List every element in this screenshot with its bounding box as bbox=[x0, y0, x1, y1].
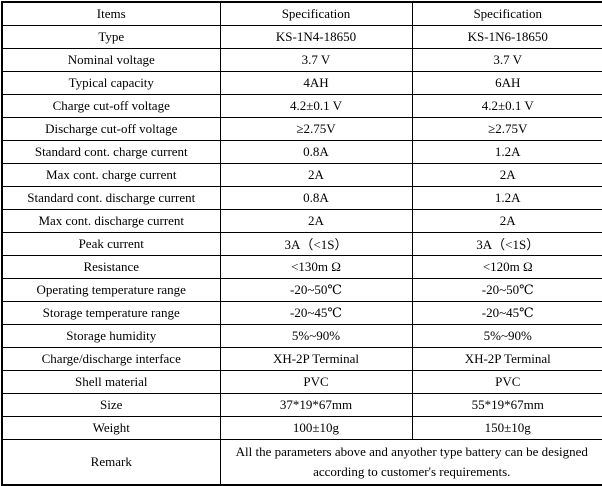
spec-value-cell: XH-2P Terminal bbox=[411, 346, 602, 371]
spec-value-cell: 150±10g bbox=[411, 415, 602, 440]
spec-value-cell: 3.7 V bbox=[411, 47, 602, 72]
table-row: Charge cut-off voltage 4.2±0.1 V 4.2±0.1 V bbox=[1, 93, 602, 118]
item-cell: Type bbox=[1, 24, 221, 49]
spec-value-cell: 1.2A bbox=[411, 139, 602, 164]
remark-row: Remark All the parameters above and anyo… bbox=[1, 438, 602, 486]
item-cell: Standard cont. charge current bbox=[1, 139, 221, 164]
remark-label: Remark bbox=[1, 438, 221, 486]
spec-value-cell: PVC bbox=[219, 369, 413, 394]
spec-value-cell: 55*19*67mm bbox=[411, 392, 602, 417]
spec-value-cell: 3A（<1S） bbox=[219, 231, 413, 256]
spec-value-cell: 2A bbox=[411, 208, 602, 233]
table-row: Typical capacity 4AH 6AH bbox=[1, 70, 602, 95]
spec-value-cell: KS-1N6-18650 bbox=[411, 24, 602, 49]
item-cell: Discharge cut-off voltage bbox=[1, 116, 221, 141]
spec-value-cell: PVC bbox=[411, 369, 602, 394]
spec-value-cell: 2A bbox=[219, 208, 413, 233]
header-specification-2: Specification bbox=[411, 1, 602, 26]
table-row: Nominal voltage 3.7 V 3.7 V bbox=[1, 47, 602, 72]
table-row: Type KS-1N4-18650 KS-1N6-18650 bbox=[1, 24, 602, 49]
item-cell: Typical capacity bbox=[1, 70, 221, 95]
spec-value-cell: 2A bbox=[411, 162, 602, 187]
table-row: Shell material PVC PVC bbox=[1, 369, 602, 394]
spec-value-cell: 3A（<1S） bbox=[411, 231, 602, 256]
item-cell: Max cont. discharge current bbox=[1, 208, 221, 233]
header-row: Items Specification Specification bbox=[1, 1, 602, 26]
spec-value-cell: 0.8A bbox=[219, 139, 413, 164]
spec-value-cell: <130m Ω bbox=[219, 254, 413, 279]
table-row: Charge/discharge interface XH-2P Terminal… bbox=[1, 346, 602, 371]
table-row: Storage humidity 5%~90% 5%~90% bbox=[1, 323, 602, 348]
item-cell: Weight bbox=[1, 415, 221, 440]
spec-value-cell: -20~50℃ bbox=[219, 277, 413, 302]
spec-value-cell: <120m Ω bbox=[411, 254, 602, 279]
spec-value-cell: -20~50℃ bbox=[411, 277, 602, 302]
table-row: Size 37*19*67mm 55*19*67mm bbox=[1, 392, 602, 417]
item-cell: Standard cont. discharge current bbox=[1, 185, 221, 210]
item-cell: Resistance bbox=[1, 254, 221, 279]
header-items: Items bbox=[1, 1, 221, 26]
spec-value-cell: ≥2.75V bbox=[219, 116, 413, 141]
spec-value-cell: 3.7 V bbox=[219, 47, 413, 72]
spec-rows: Type KS-1N4-18650 KS-1N6-18650 Nominal volt… bbox=[1, 24, 602, 440]
remark-text: All the parameters above and anyother ty… bbox=[219, 438, 602, 486]
spec-value-cell: 1.2A bbox=[411, 185, 602, 210]
table-row: Peak current 3A（<1S） 3A（<1S） bbox=[1, 231, 602, 256]
item-cell: Size bbox=[1, 392, 221, 417]
spec-value-cell: ≥2.75V bbox=[411, 116, 602, 141]
table-row: Max cont. discharge current 2A 2A bbox=[1, 208, 602, 233]
table-row: Standard cont. discharge current 0.8A 1.2A bbox=[1, 185, 602, 210]
spec-value-cell: 6AH bbox=[411, 70, 602, 95]
spec-value-cell: 37*19*67mm bbox=[219, 392, 413, 417]
item-cell: Shell material bbox=[1, 369, 221, 394]
item-cell: Nominal voltage bbox=[1, 47, 221, 72]
item-cell: Max cont. charge current bbox=[1, 162, 221, 187]
table-row: Weight 100±10g 150±10g bbox=[1, 415, 602, 440]
table-row: Discharge cut-off voltage ≥2.75V ≥2.75V bbox=[1, 116, 602, 141]
spec-value-cell: -20~45℃ bbox=[411, 300, 602, 325]
spec-value-cell: -20~45℃ bbox=[219, 300, 413, 325]
table-row: Max cont. charge current 2A 2A bbox=[1, 162, 602, 187]
item-cell: Charge/discharge interface bbox=[1, 346, 221, 371]
spec-value-cell: 0.8A bbox=[219, 185, 413, 210]
table-row: Standard cont. charge current 0.8A 1.2A bbox=[1, 139, 602, 164]
spec-value-cell: 5%~90% bbox=[219, 323, 413, 348]
table-row: Resistance <130m Ω <120m Ω bbox=[1, 254, 602, 279]
header-specification-1: Specification bbox=[219, 1, 413, 26]
spec-value-cell: 4.2±0.1 V bbox=[219, 93, 413, 118]
item-cell: Storage temperature range bbox=[1, 300, 221, 325]
table-row: Operating temperature range -20~50℃ -20~50… bbox=[1, 277, 602, 302]
item-cell: Operating temperature range bbox=[1, 277, 221, 302]
spec-value-cell: 5%~90% bbox=[411, 323, 602, 348]
spec-value-cell: 4AH bbox=[219, 70, 413, 95]
item-cell: Charge cut-off voltage bbox=[1, 93, 221, 118]
spec-value-cell: XH-2P Terminal bbox=[219, 346, 413, 371]
spec-value-cell: 100±10g bbox=[219, 415, 413, 440]
spec-value-cell: 2A bbox=[219, 162, 413, 187]
table-row: Storage temperature range -20~45℃ -20~45℃ bbox=[1, 300, 602, 325]
item-cell: Storage humidity bbox=[1, 323, 221, 348]
item-cell: Peak current bbox=[1, 231, 221, 256]
spec-value-cell: KS-1N4-18650 bbox=[219, 24, 413, 49]
spec-value-cell: 4.2±0.1 V bbox=[411, 93, 602, 118]
